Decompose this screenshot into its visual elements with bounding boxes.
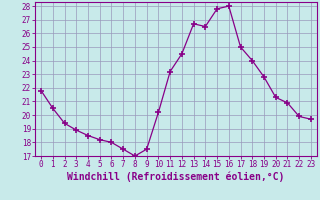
X-axis label: Windchill (Refroidissement éolien,°C): Windchill (Refroidissement éolien,°C) xyxy=(67,172,285,182)
